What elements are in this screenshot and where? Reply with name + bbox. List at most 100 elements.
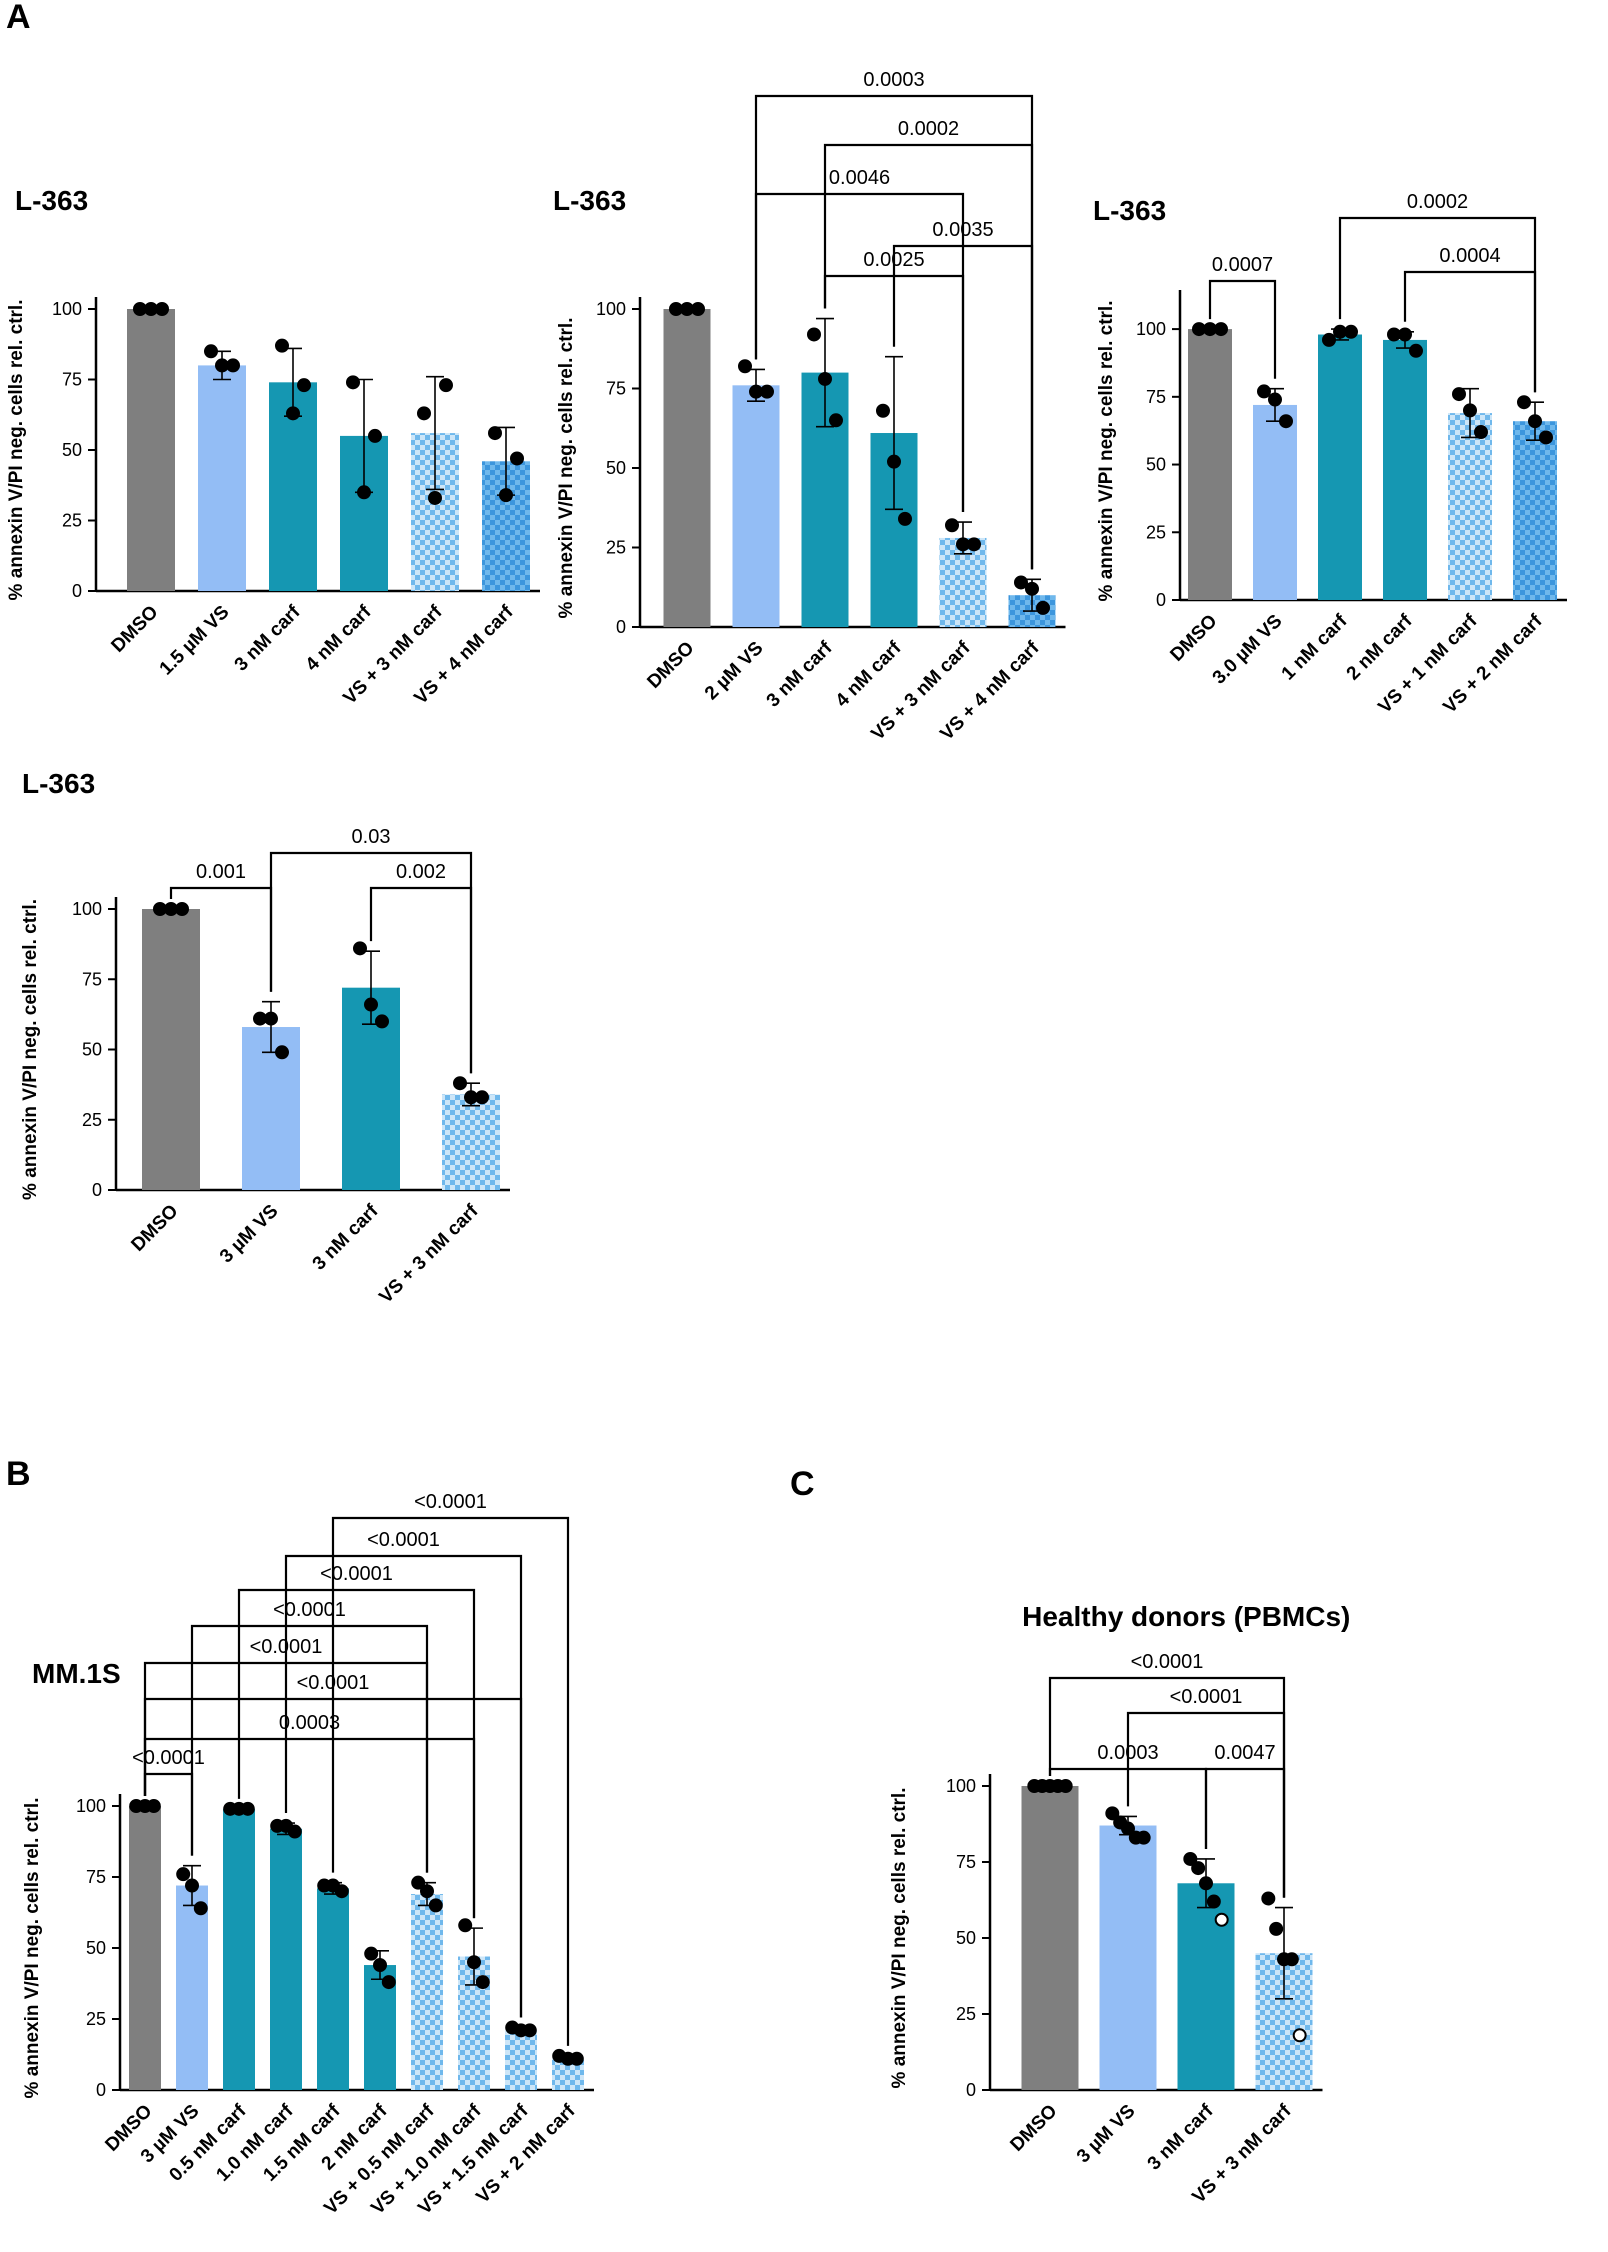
data-point	[1269, 1921, 1284, 1936]
y-axis-label: % annexin V/PI neg. cells rel. ctrl.	[889, 1788, 910, 2089]
y-tick-label: 100	[52, 299, 82, 319]
data-point	[353, 941, 367, 956]
data-point	[467, 1955, 481, 1970]
data-point	[1528, 414, 1542, 429]
y-tick-label: 75	[606, 379, 626, 399]
data-point	[1398, 327, 1412, 342]
p-value-label: 0.0002	[1407, 191, 1468, 213]
p-value-label: <0.0001	[414, 1491, 487, 1513]
y-tick-label: 75	[86, 1867, 106, 1887]
data-point	[691, 302, 705, 316]
data-point	[375, 1014, 389, 1029]
bar	[1099, 1825, 1157, 2090]
y-tick-label: 25	[62, 511, 82, 531]
p-value-label: 0.0046	[829, 167, 890, 189]
y-tick-label: 50	[62, 440, 82, 460]
significance-bracket	[1048, 1676, 1286, 1898]
p-value-label: <0.0001	[320, 1563, 393, 1585]
bar	[505, 2030, 537, 2090]
data-point	[1214, 1912, 1229, 1927]
data-point	[1463, 403, 1477, 418]
data-point	[286, 406, 300, 421]
x-tick-label: 3 nM carf	[231, 601, 305, 675]
data-point	[1539, 430, 1553, 445]
chart-title: L-363	[1093, 195, 1166, 226]
bar	[223, 1808, 255, 2090]
data-point	[287, 1824, 302, 1839]
p-value-label: <0.0001	[297, 1672, 370, 1694]
p-value-label: 0.0004	[1439, 245, 1500, 267]
p-value-label: <0.0001	[367, 1529, 440, 1551]
significance-bracket	[823, 143, 1034, 570]
panel-label-c: C	[790, 1465, 815, 1503]
data-point	[1268, 392, 1282, 407]
p-value-label: 0.002	[396, 861, 446, 883]
x-tick-label: VS + 3 nM carf	[375, 1200, 483, 1308]
bar	[1383, 339, 1427, 600]
data-point	[1261, 1891, 1276, 1906]
bar	[270, 1828, 302, 2090]
bar	[442, 1094, 500, 1190]
x-tick-label: 1 nM carf	[1278, 610, 1352, 684]
p-value-label: <0.0001	[1170, 1686, 1243, 1708]
x-tick-label: DMSO	[643, 638, 698, 693]
data-point	[1199, 1876, 1213, 1891]
p-value-label: 0.0047	[1214, 1742, 1275, 1764]
y-tick-label: 50	[82, 1040, 102, 1060]
data-point	[1191, 1861, 1206, 1876]
data-point	[146, 1799, 161, 1813]
significance-bracket	[892, 244, 1034, 570]
x-tick-label: 3 nM carf	[763, 637, 837, 711]
p-value-label: 0.0003	[863, 69, 924, 91]
y-tick-label: 50	[956, 1928, 976, 1948]
data-point	[428, 1898, 443, 1913]
data-point	[569, 2051, 584, 2066]
data-point	[155, 302, 169, 316]
y-axis-label: % annexin V/PI neg. cells rel. ctrl.	[1096, 301, 1117, 602]
data-point	[488, 426, 502, 441]
data-point	[475, 1090, 489, 1105]
bar	[127, 309, 175, 591]
significance-bracket	[1204, 1767, 1286, 1898]
y-tick-label: 25	[956, 2004, 976, 2024]
y-tick-label: 0	[72, 581, 82, 601]
y-tick-label: 0	[616, 617, 626, 637]
chart-B: MM.1S % annexin V/PI neg. cells rel. ctrl…	[22, 1491, 594, 2219]
data-point	[264, 1011, 278, 1026]
y-axis-label: % annexin V/PI neg. cells rel. ctrl.	[20, 899, 41, 1200]
bar	[663, 309, 711, 627]
p-value-label: <0.0001	[132, 1747, 205, 1769]
y-tick-label: 100	[1136, 319, 1166, 339]
data-point	[1025, 581, 1039, 596]
y-tick-label: 0	[1156, 590, 1166, 610]
chart-A2: L-363 % annexin V/PI neg. cells rel. ctrl…	[553, 69, 1066, 745]
data-point	[807, 327, 821, 342]
data-point	[1474, 425, 1488, 440]
bar	[1021, 1786, 1079, 2090]
data-point	[1284, 1952, 1299, 1967]
bar	[129, 1806, 161, 2090]
bar	[1188, 329, 1232, 600]
data-point	[760, 384, 774, 399]
x-tick-label: 3 µM VS	[216, 1201, 283, 1268]
y-tick-label: 25	[1146, 522, 1166, 542]
bar	[1513, 421, 1557, 600]
bar	[1253, 404, 1297, 600]
data-point	[381, 1975, 396, 1990]
data-point	[240, 1801, 255, 1816]
data-point	[829, 413, 843, 428]
data-point	[898, 511, 912, 526]
x-tick-label: 3 nM carf	[309, 1200, 383, 1274]
p-value-label: 0.0005	[1374, 0, 1435, 5]
p-value-label: <0.0001	[250, 1636, 323, 1658]
data-point	[1206, 1894, 1221, 1909]
data-point	[1036, 600, 1050, 615]
y-tick-label: 50	[86, 1938, 106, 1958]
y-tick-label: 0	[966, 2080, 976, 2100]
significance-bracket	[369, 886, 473, 1074]
data-point	[176, 1867, 191, 1882]
data-point	[738, 359, 752, 374]
data-point	[368, 428, 382, 443]
data-point	[420, 1884, 434, 1899]
